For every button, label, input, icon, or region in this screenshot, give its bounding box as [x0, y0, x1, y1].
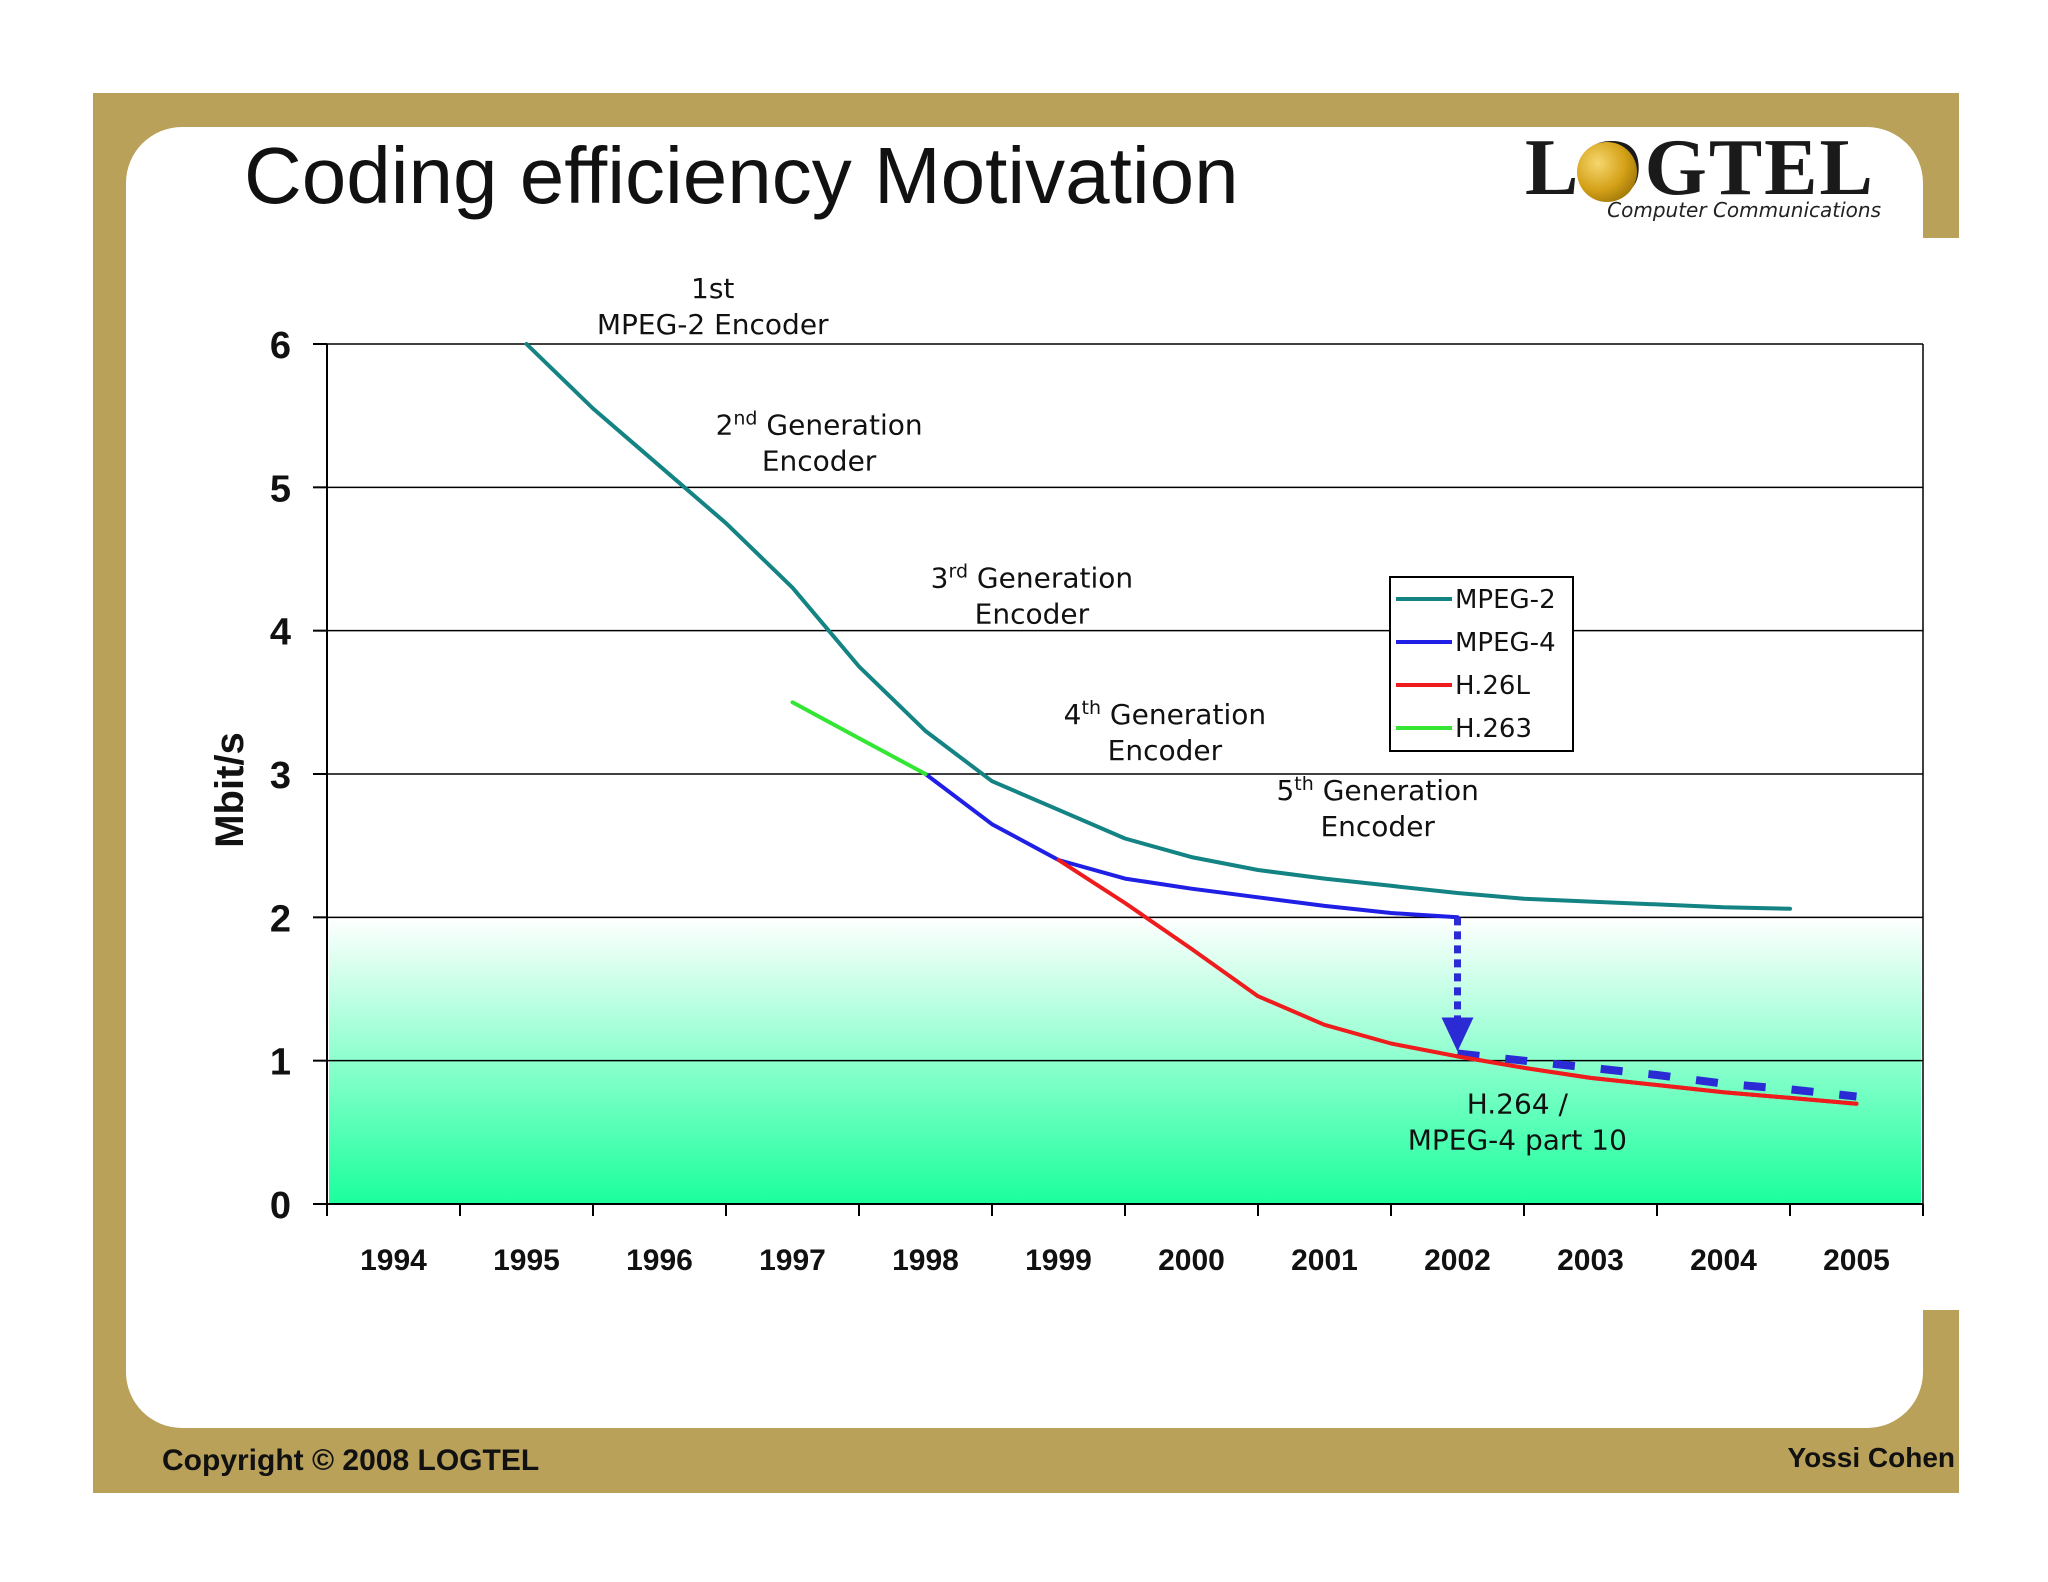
- footer-copyright: Copyright © 2008 LOGTEL: [162, 1444, 540, 1477]
- annotation-text: 3rd Generation: [931, 561, 1133, 595]
- series-line-mpeg-4: [923, 772, 1460, 920]
- annotation-text: 1st: [691, 272, 734, 305]
- y-tick-label: 6: [270, 325, 291, 367]
- series-line-h-264-mpeg-4-part-10: [1457, 1049, 1857, 1101]
- x-tick-label: 1996: [626, 1244, 693, 1277]
- annotation-text: MPEG-2 Encoder: [597, 308, 829, 341]
- slide-title: Coding efficiency Motivation: [244, 131, 1239, 220]
- legend-label: H.26L: [1455, 671, 1530, 701]
- y-tick-label: 5: [270, 468, 291, 510]
- legend-label: H.263: [1455, 714, 1532, 744]
- logo-subtitle: Computer Communications: [1607, 198, 1881, 222]
- annotation-text: 5th Generation: [1276, 773, 1478, 807]
- x-tick-label: 1997: [759, 1244, 826, 1277]
- globe-icon: [1577, 142, 1637, 202]
- series-line-h-26l-overlay: [1455, 1054, 1859, 1106]
- x-tick-label: 2000: [1158, 1244, 1225, 1277]
- y-tick-label: 2: [270, 898, 291, 940]
- x-tick-label: 2002: [1424, 1244, 1491, 1277]
- x-tick-label: 2001: [1291, 1244, 1358, 1277]
- footer-author: Yossi Cohen: [1787, 1442, 1955, 1473]
- improvement-arrow-head: [1441, 1017, 1474, 1052]
- annotation-text: Encoder: [762, 444, 877, 477]
- annotation-text: 4th Generation: [1064, 697, 1266, 731]
- slide-frame-notch: [1923, 238, 1959, 1310]
- annotation-text: Encoder: [975, 598, 1090, 631]
- annotation-text: MPEG-4 part 10: [1408, 1124, 1627, 1157]
- x-tick-label: 1999: [1025, 1244, 1092, 1277]
- x-tick-label: 2005: [1823, 1244, 1890, 1277]
- legend-label: MPEG-4: [1455, 628, 1556, 658]
- x-tick-label: 1994: [360, 1244, 427, 1277]
- x-tick-label: 1995: [493, 1244, 560, 1277]
- y-tick-label: 0: [270, 1185, 291, 1227]
- annotation-text: H.264 /: [1467, 1088, 1569, 1121]
- y-tick-label: 1: [270, 1042, 291, 1084]
- y-tick-label: 3: [270, 755, 291, 797]
- y-tick-label: 4: [270, 612, 291, 654]
- annotation-text: 2nd Generation: [716, 407, 923, 441]
- y-axis-label: Mbit/s: [208, 732, 252, 848]
- annotation-text: Encoder: [1320, 810, 1435, 843]
- legend-label: MPEG-2: [1455, 585, 1556, 615]
- logtel-logo: LOGTEL Computer Communications: [1525, 128, 1885, 228]
- x-tick-label: 2004: [1690, 1244, 1757, 1277]
- series-line-mpeg-2: [524, 342, 1792, 911]
- legend-box: [1389, 576, 1574, 752]
- x-tick-label: 2003: [1557, 1244, 1624, 1277]
- x-tick-label: 1998: [892, 1244, 959, 1277]
- series-line-h-263: [790, 700, 928, 776]
- annotation-text: Encoder: [1108, 734, 1223, 767]
